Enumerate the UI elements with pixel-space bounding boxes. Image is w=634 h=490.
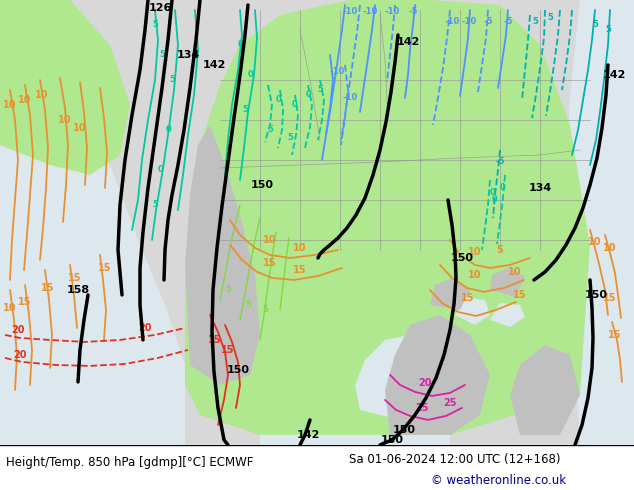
- Text: 10: 10: [3, 100, 16, 110]
- Text: 134: 134: [176, 50, 200, 60]
- Text: 15: 15: [294, 265, 307, 275]
- Text: 20: 20: [13, 350, 27, 360]
- Text: 0: 0: [305, 91, 311, 99]
- Text: 25: 25: [415, 403, 429, 413]
- Text: -5: -5: [408, 7, 418, 17]
- Text: 5: 5: [267, 125, 273, 134]
- Text: -5: -5: [483, 18, 493, 26]
- Text: 5: 5: [159, 50, 165, 59]
- Text: 15: 15: [41, 283, 55, 293]
- Polygon shape: [260, 345, 450, 445]
- Text: © weatheronline.co.uk: © weatheronline.co.uk: [431, 473, 566, 487]
- Text: 10: 10: [18, 95, 32, 105]
- Text: 10: 10: [58, 115, 72, 125]
- Text: Height/Temp. 850 hPa [gdmp][°C] ECMWF: Height/Temp. 850 hPa [gdmp][°C] ECMWF: [6, 457, 254, 469]
- Polygon shape: [0, 0, 130, 175]
- Text: 15: 15: [18, 297, 32, 307]
- Text: 5: 5: [547, 14, 553, 23]
- Text: -10: -10: [342, 7, 358, 17]
- Text: 126: 126: [148, 3, 172, 13]
- Text: 10: 10: [36, 90, 49, 100]
- Text: 5: 5: [152, 21, 158, 29]
- Text: 15: 15: [263, 258, 277, 268]
- Text: 150: 150: [250, 180, 273, 190]
- Polygon shape: [490, 267, 525, 297]
- Text: 142: 142: [602, 70, 626, 80]
- Text: 142: 142: [202, 60, 226, 70]
- Text: 5: 5: [287, 133, 293, 143]
- Text: 10: 10: [294, 243, 307, 253]
- Text: 134: 134: [528, 183, 552, 193]
- Text: 142: 142: [396, 37, 420, 47]
- Text: 150: 150: [585, 290, 607, 300]
- Text: 10: 10: [263, 235, 277, 245]
- Polygon shape: [455, 297, 490, 325]
- Text: 158: 158: [67, 285, 89, 295]
- Text: -10: -10: [330, 68, 345, 76]
- Text: 10: 10: [588, 237, 602, 247]
- Text: 15: 15: [208, 335, 222, 345]
- Text: 10: 10: [469, 247, 482, 257]
- Text: 15: 15: [603, 293, 617, 303]
- Text: 10: 10: [74, 123, 87, 133]
- Text: 10: 10: [508, 267, 522, 277]
- Text: 0: 0: [489, 189, 495, 197]
- Text: 150: 150: [226, 365, 250, 375]
- Text: 10: 10: [469, 270, 482, 280]
- Text: -5: -5: [503, 18, 513, 26]
- Text: 15: 15: [514, 290, 527, 300]
- Text: 0: 0: [292, 100, 298, 109]
- Polygon shape: [0, 0, 185, 445]
- Text: 15: 15: [221, 345, 235, 355]
- Text: 5: 5: [152, 200, 158, 209]
- Text: 5: 5: [169, 75, 175, 84]
- Polygon shape: [490, 303, 525, 327]
- Text: 5: 5: [242, 105, 248, 115]
- Text: 0: 0: [247, 71, 253, 79]
- Text: 5: 5: [496, 245, 503, 255]
- Polygon shape: [185, 0, 590, 435]
- Text: 10: 10: [603, 243, 617, 253]
- Polygon shape: [185, 125, 260, 385]
- Polygon shape: [355, 335, 440, 420]
- Text: 5: 5: [245, 300, 251, 310]
- Text: 20: 20: [138, 323, 152, 333]
- Polygon shape: [385, 315, 490, 435]
- Text: 0: 0: [492, 196, 498, 204]
- Text: 15: 15: [98, 263, 112, 273]
- Text: 0: 0: [237, 41, 243, 49]
- Text: 5: 5: [225, 286, 231, 294]
- Polygon shape: [565, 0, 634, 445]
- Text: 5: 5: [532, 18, 538, 26]
- Text: 15: 15: [68, 273, 82, 283]
- Polygon shape: [430, 277, 470, 310]
- Text: 0: 0: [275, 96, 281, 104]
- Text: 0: 0: [499, 183, 505, 193]
- Text: 0: 0: [157, 166, 163, 174]
- Text: -10: -10: [384, 7, 399, 17]
- Text: 20: 20: [418, 378, 432, 388]
- Text: 142: 142: [296, 430, 320, 440]
- Text: 150: 150: [451, 253, 474, 263]
- Text: 10: 10: [3, 303, 16, 313]
- Text: 5: 5: [317, 85, 323, 95]
- Text: Sa 01-06-2024 12:00 UTC (12+168): Sa 01-06-2024 12:00 UTC (12+168): [349, 453, 560, 466]
- Text: 0: 0: [165, 125, 171, 134]
- Text: 15: 15: [608, 330, 622, 340]
- Polygon shape: [510, 345, 580, 435]
- Text: -10: -10: [363, 7, 378, 17]
- Text: 15: 15: [462, 293, 475, 303]
- Text: 25: 25: [443, 398, 456, 408]
- Text: 150: 150: [392, 425, 415, 435]
- Text: 5: 5: [262, 305, 268, 315]
- Text: -10: -10: [444, 18, 460, 26]
- Text: -5: -5: [495, 157, 505, 167]
- Text: 150: 150: [380, 435, 403, 445]
- Text: 5: 5: [605, 25, 611, 34]
- Text: -10: -10: [342, 94, 358, 102]
- Text: 5: 5: [592, 21, 598, 29]
- Text: 20: 20: [11, 325, 25, 335]
- Text: -10: -10: [462, 18, 477, 26]
